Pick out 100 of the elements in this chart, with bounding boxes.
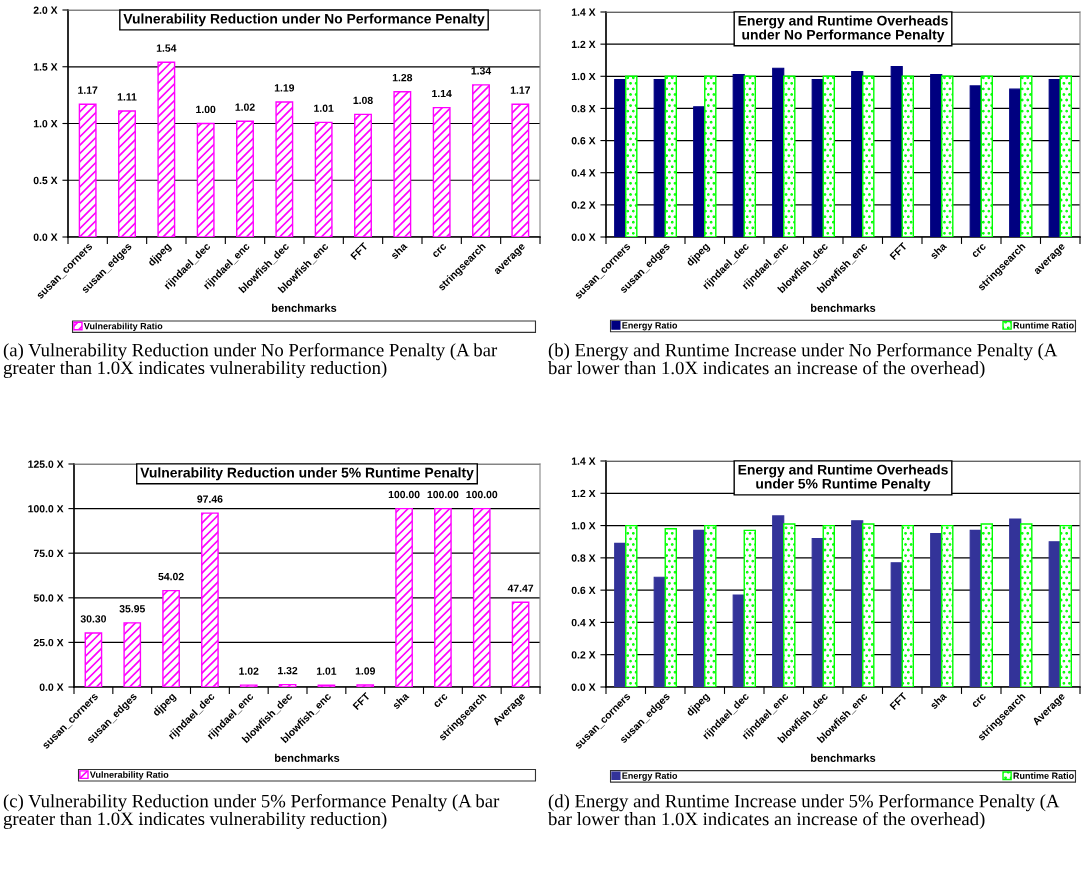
bar xyxy=(862,75,875,237)
bar xyxy=(664,75,678,237)
data-label: 1.32 xyxy=(278,666,298,675)
data-label: 1.14 xyxy=(432,89,452,98)
y-tick-label: 1.0 X xyxy=(33,120,58,128)
bar xyxy=(664,528,678,687)
bar xyxy=(890,66,903,237)
x-tick-label: sha xyxy=(391,691,410,710)
bar xyxy=(354,113,372,237)
y-tick-label: 1.0 X xyxy=(571,72,596,81)
bar xyxy=(930,533,943,687)
bar xyxy=(472,84,490,237)
bar xyxy=(196,122,215,237)
x-axis-title: benchmarks xyxy=(275,753,340,762)
bar xyxy=(625,75,638,237)
text: (b) Energy and Runtime Increase under No Performance Penalty (A bar lower than 1.0X indicates an increase of the overhead) xyxy=(548,343,1058,379)
bar xyxy=(314,121,333,237)
y-tick-label: 75.0 X xyxy=(33,549,64,558)
data-label: 1.00 xyxy=(196,105,216,114)
legend-label: Energy Ratio xyxy=(622,321,678,331)
y-tick-label: 0.0 X xyxy=(571,233,596,241)
bar xyxy=(941,524,954,687)
bar xyxy=(1048,541,1061,687)
x-axis-title: benchmarks xyxy=(272,303,337,312)
bar xyxy=(851,70,864,237)
bar xyxy=(278,683,297,687)
y-tick-label: 0.8 X xyxy=(571,554,596,562)
bar xyxy=(693,529,706,687)
bar xyxy=(653,78,666,237)
text: (a) Vulnerability Reduction under No Performance Penalty (A bar greater than 1.0X indicates vulnerability reduction) xyxy=(3,343,498,378)
y-tick-label: 125.0 X xyxy=(28,460,64,468)
bar xyxy=(118,110,136,237)
bar xyxy=(772,515,785,687)
x-axis-title: benchmarks xyxy=(811,303,876,312)
y-tick-label: 0.0 X xyxy=(39,683,64,691)
y-tick-label: 0.4 X xyxy=(571,618,596,627)
data-label: 100.00 xyxy=(427,490,459,499)
bar xyxy=(901,75,915,237)
y-tick-label: 1.2 X xyxy=(571,489,596,498)
data-label: 1.19 xyxy=(274,84,295,92)
data-label: 1.54 xyxy=(156,44,177,52)
y-tick-label: 1.4 X xyxy=(571,8,596,16)
legend-label: Energy Ratio xyxy=(622,772,678,781)
bar xyxy=(822,524,836,687)
legend-label: Runtime Ratio xyxy=(1013,321,1074,329)
bar xyxy=(395,507,413,687)
bar xyxy=(123,622,142,687)
bar xyxy=(1020,75,1033,237)
data-label: 30.30 xyxy=(80,615,107,623)
bar xyxy=(732,594,745,687)
data-label: 1.34 xyxy=(471,67,492,75)
y-tick-label: 0.4 X xyxy=(571,169,596,177)
bar xyxy=(275,101,294,237)
x-axis-title: benchmarks xyxy=(811,753,876,762)
data-label: 1.17 xyxy=(78,86,98,94)
bar xyxy=(1059,75,1073,237)
y-tick-label: 1.4 X xyxy=(571,457,596,465)
data-label: 1.08 xyxy=(353,96,373,105)
legend-label: Runtime Ratio xyxy=(1013,772,1074,779)
legend-label: Vulnerability Ratio xyxy=(83,322,163,332)
bar xyxy=(890,562,903,687)
bar xyxy=(743,529,757,687)
y-tick-label: 0.6 X xyxy=(571,586,596,595)
bar xyxy=(511,103,530,237)
y-tick-label: 1.0 X xyxy=(571,522,596,530)
data-label: 97.46 xyxy=(197,495,223,503)
data-label: 100.00 xyxy=(466,490,498,499)
data-label: 1.09 xyxy=(355,667,375,675)
text: (c) Vulnerability Reduction under 5% Performance Penalty (A bar greater than 1.0X indicates vulnerability reduction) xyxy=(3,794,500,829)
data-label: 100.00 xyxy=(388,490,420,499)
y-tick-label: 0.2 X xyxy=(571,201,596,209)
bar xyxy=(704,524,717,687)
bar xyxy=(614,78,627,237)
data-label: 1.01 xyxy=(314,104,334,112)
data-label: 35.95 xyxy=(119,605,145,613)
bar xyxy=(783,75,796,237)
bar xyxy=(980,523,994,687)
chart-title: Vulnerability Reduction under 5% Runtime Penalty xyxy=(140,467,474,481)
x-tick-label: sha xyxy=(389,241,408,260)
bar xyxy=(811,537,824,687)
bar xyxy=(693,106,706,237)
y-tick-label: 2.0 X xyxy=(33,6,58,14)
bar xyxy=(653,576,666,687)
bar xyxy=(811,78,824,237)
bar xyxy=(704,75,717,237)
y-tick-label: 0.6 X xyxy=(571,137,596,145)
bar xyxy=(1009,518,1022,687)
bar xyxy=(732,74,745,237)
bar xyxy=(614,542,627,687)
data-label: 1.02 xyxy=(235,103,255,111)
y-tick-label: 0.0 X xyxy=(33,233,58,241)
bar xyxy=(434,507,452,687)
bar xyxy=(162,589,180,687)
bar xyxy=(1020,523,1033,687)
data-label: 47.47 xyxy=(507,584,534,592)
y-tick-label: 1.2 X xyxy=(571,40,596,48)
data-label: 1.17 xyxy=(510,86,531,94)
y-tick-label: 25.0 X xyxy=(33,638,64,647)
bar xyxy=(772,67,785,237)
text: Energy and Runtime Overheads under 5% Runtime Penalty xyxy=(738,464,948,492)
